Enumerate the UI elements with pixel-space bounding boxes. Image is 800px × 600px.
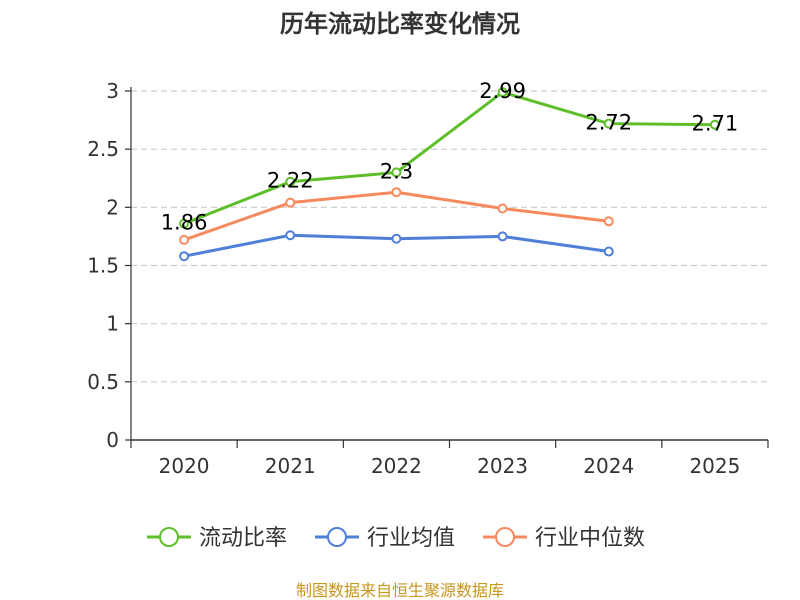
data-point[interactable] bbox=[497, 231, 508, 242]
y-tick-label: 2 bbox=[106, 195, 119, 219]
grid bbox=[131, 90, 768, 383]
legend-label: 流动比率 bbox=[199, 526, 287, 551]
series-1 bbox=[179, 230, 614, 262]
data-labels: 1.86 2.22 2.3 2.99 2.72 2.71 bbox=[161, 79, 739, 234]
data-point[interactable] bbox=[391, 167, 402, 178]
y-tick-label: 1 bbox=[106, 312, 119, 336]
data-point[interactable] bbox=[285, 197, 296, 208]
data-point[interactable] bbox=[603, 216, 614, 227]
source-note: 制图数据来自恒生聚源数据库 bbox=[296, 581, 504, 600]
y-tick-label: 2.5 bbox=[87, 137, 119, 161]
legend-label: 行业中位数 bbox=[535, 526, 645, 551]
y-tick-label: 0.5 bbox=[87, 370, 119, 394]
series-0 bbox=[179, 87, 720, 229]
legend-marker bbox=[495, 527, 515, 547]
y-tick-label: 0 bbox=[106, 428, 119, 452]
data-point[interactable] bbox=[285, 176, 296, 187]
data-point[interactable] bbox=[603, 118, 614, 129]
x-tick-label: 2021 bbox=[265, 454, 316, 478]
data-label: 1.86 bbox=[161, 211, 208, 235]
data-label: 2.3 bbox=[380, 159, 413, 183]
data-point[interactable] bbox=[603, 246, 614, 257]
data-point[interactable] bbox=[391, 233, 402, 244]
x-tick-label: 2023 bbox=[477, 454, 528, 478]
data-point[interactable] bbox=[391, 187, 402, 198]
x-tick-label: 2025 bbox=[689, 454, 740, 478]
data-point[interactable] bbox=[179, 251, 190, 262]
legend-item-1[interactable]: 行业均值 bbox=[315, 526, 455, 551]
data-point[interactable] bbox=[285, 230, 296, 241]
chart-title: 历年流动比率变化情况 bbox=[280, 10, 520, 38]
x-tick-label: 2024 bbox=[583, 454, 634, 478]
data-point[interactable] bbox=[709, 119, 720, 130]
legend-label: 行业均值 bbox=[367, 526, 455, 551]
data-point[interactable] bbox=[179, 234, 190, 245]
series-line bbox=[183, 90, 715, 226]
legend-marker bbox=[327, 527, 347, 547]
y-tick-label: 1.5 bbox=[87, 254, 119, 278]
x-tick-label: 2022 bbox=[371, 454, 422, 478]
series-2 bbox=[179, 187, 614, 245]
legend[interactable]: 流动比率 行业均值 行业中位数 bbox=[147, 526, 645, 551]
data-label: 2.99 bbox=[479, 79, 526, 103]
data-point[interactable] bbox=[497, 203, 508, 214]
data-point[interactable] bbox=[179, 218, 190, 229]
data-label: 2.71 bbox=[692, 112, 739, 136]
data-label: 2.22 bbox=[267, 169, 314, 193]
series-layer bbox=[179, 87, 720, 262]
legend-item-2[interactable]: 行业中位数 bbox=[483, 526, 645, 551]
axes: 0 0.5 1 1.5 2 2.5 3 2020 2021 2022 2023 2024 2025 bbox=[87, 79, 769, 478]
data-point[interactable] bbox=[497, 87, 508, 98]
y-tick-label: 3 bbox=[106, 79, 119, 103]
data-label: 2.72 bbox=[585, 111, 632, 135]
legend-marker bbox=[159, 527, 179, 547]
x-tick-label: 2020 bbox=[159, 454, 210, 478]
legend-item-0[interactable]: 流动比率 bbox=[147, 526, 287, 551]
